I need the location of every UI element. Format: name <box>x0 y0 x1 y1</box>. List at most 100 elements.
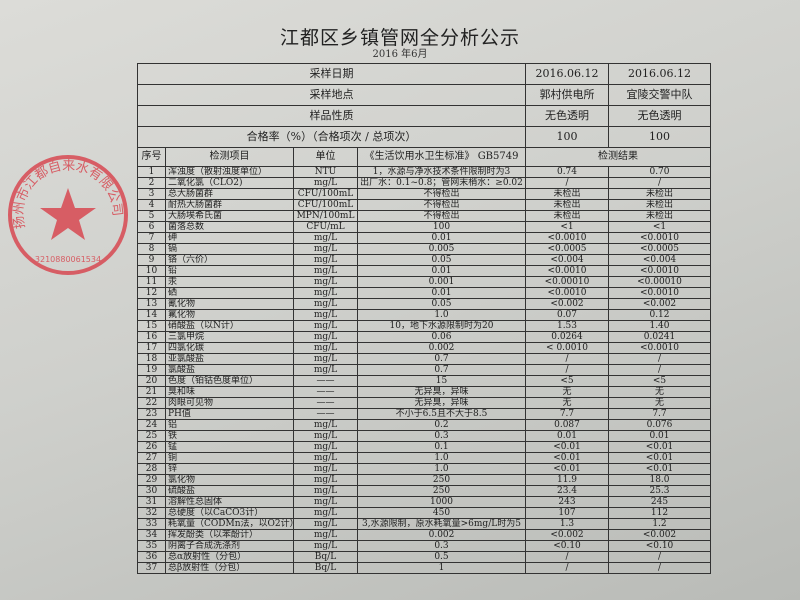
cell-unit: —— <box>293 408 358 420</box>
cell-standard: 0.1 <box>357 441 526 453</box>
cell-result-site-2: <0.0005 <box>608 243 711 255</box>
cell-item: 砷 <box>165 232 294 244</box>
table-row: 20 色度（铂钴色度单位） —— 15 <5 <5 <box>137 375 711 387</box>
cell-result-site-2: <0.01 <box>608 452 711 464</box>
table-row: 8 镉 mg/L 0.005 <0.0005 <0.0005 <box>137 243 711 255</box>
header-standard: 《生活饮用水卫生标准》 GB5749 <box>357 147 526 167</box>
meta-label: 采样日期 <box>137 63 526 85</box>
cell-unit: —— <box>293 375 358 387</box>
cell-seq: 6 <box>137 221 166 233</box>
cell-result-site-1: 1.3 <box>525 518 609 530</box>
cell-result-site-1: 未检出 <box>525 210 609 222</box>
cell-seq: 28 <box>137 463 166 475</box>
cell-unit: NTU <box>293 166 358 178</box>
cell-standard: 0.005 <box>357 243 526 255</box>
cell-unit: mg/L <box>293 529 358 541</box>
cell-item: 铁 <box>165 430 294 442</box>
cell-seq: 9 <box>137 254 166 266</box>
cell-unit: mg/L <box>293 474 358 486</box>
cell-result-site-1: 未检出 <box>525 188 609 200</box>
cell-result-site-1: 无 <box>525 386 609 398</box>
table-row: 15 硝酸盐（以N计） mg/L 10，地下水源限制时为20 1.53 1.40 <box>137 320 711 332</box>
table-row: 10 铅 mg/L 0.01 <0.0010 <0.0010 <box>137 265 711 277</box>
cell-standard: 不得检出 <box>357 199 526 211</box>
cell-result-site-2: / <box>608 551 711 563</box>
meta-value-site-1: 郭村供电所 <box>525 84 609 106</box>
cell-standard: 0.01 <box>357 232 526 244</box>
header-item: 检测项目 <box>165 147 294 167</box>
cell-unit: mg/L <box>293 331 358 343</box>
cell-result-site-2: <0.0010 <box>608 287 711 299</box>
cell-result-site-2: 未检出 <box>608 199 711 211</box>
cell-result-site-2: <0.01 <box>608 441 711 453</box>
cell-result-site-1: < 0.0010 <box>525 342 609 354</box>
cell-seq: 20 <box>137 375 166 387</box>
meta-row: 采样日期 2016.06.12 2016.06.12 <box>137 63 711 85</box>
cell-item: 亚氯酸盐 <box>165 353 294 365</box>
meta-value-site-1: 无色透明 <box>525 105 609 127</box>
table-row: 1 浑浊度（散射浊度单位） NTU 1，水源与净水技术条件限制时为3 0.74 0.70 <box>137 166 711 178</box>
cell-result-site-1: <0.10 <box>525 540 609 552</box>
table-row: 26 锰 mg/L 0.1 <0.01 <0.01 <box>137 441 711 453</box>
cell-unit: mg/L <box>293 276 358 288</box>
meta-value-site-2: 2016.06.12 <box>608 63 711 85</box>
meta-value-site-2: 无色透明 <box>608 105 711 127</box>
table-row: 23 PH值 —— 不小于6.5且不大于8.5 7.7 7.7 <box>137 408 711 420</box>
table-row: 31 溶解性总固体 mg/L 1000 243 245 <box>137 496 711 508</box>
meta-value-site-1: 2016.06.12 <box>525 63 609 85</box>
table-row: 27 铜 mg/L 1.0 <0.01 <0.01 <box>137 452 711 464</box>
cell-seq: 37 <box>137 562 166 574</box>
cell-standard: 0.01 <box>357 287 526 299</box>
cell-result-site-2: <0.002 <box>608 529 711 541</box>
table-row: 7 砷 mg/L 0.01 <0.0010 <0.0010 <box>137 232 711 244</box>
meta-label: 样品性质 <box>137 105 526 127</box>
cell-seq: 2 <box>137 177 166 189</box>
cell-result-site-2: 无 <box>608 386 711 398</box>
table-row: 33 耗氧量（CODMn法，以O2计） mg/L 3,水源限制，原水耗氧量>6mg/L… <box>137 518 711 530</box>
cell-item: 总硬度（以CaCO3计） <box>165 507 294 519</box>
document-title: 江都区乡镇管网全分析公示 <box>279 27 520 49</box>
header-unit: 单位 <box>293 147 358 167</box>
cell-result-site-2: 7.7 <box>608 408 711 420</box>
cell-standard: 1.0 <box>357 463 526 475</box>
table-row: 3 总大肠菌群 CFU/100mL 不得检出 未检出 未检出 <box>137 188 711 200</box>
cell-unit: mg/L <box>293 265 358 277</box>
meta-row: 采样地点 郭村供电所 宜陵交警中队 <box>137 84 711 106</box>
cell-unit: mg/L <box>293 320 358 332</box>
cell-unit: mg/L <box>293 298 358 310</box>
cell-standard: 250 <box>357 485 526 497</box>
cell-item: 三氯甲烷 <box>165 331 294 343</box>
header-result: 检测结果 <box>525 147 711 167</box>
cell-standard: 0.002 <box>357 342 526 354</box>
cell-result-site-1: / <box>525 177 609 189</box>
cell-standard: 0.05 <box>357 254 526 266</box>
cell-seq: 34 <box>137 529 166 541</box>
cell-result-site-1: <1 <box>525 221 609 233</box>
cell-unit: mg/L <box>293 463 358 475</box>
cell-result-site-1: <0.002 <box>525 298 609 310</box>
table-row: 12 硒 mg/L 0.01 <0.0010 <0.0010 <box>137 287 711 299</box>
cell-seq: 36 <box>137 551 166 563</box>
cell-result-site-1: <0.01 <box>525 441 609 453</box>
cell-result-site-2: 未检出 <box>608 210 711 222</box>
cell-result-site-2: 未检出 <box>608 188 711 200</box>
cell-unit: —— <box>293 397 358 409</box>
cell-unit: mg/L <box>293 485 358 497</box>
cell-seq: 27 <box>137 452 166 464</box>
cell-seq: 11 <box>137 276 166 288</box>
cell-standard: 0.7 <box>357 353 526 365</box>
cell-result-site-1: <0.01 <box>525 463 609 475</box>
cell-seq: 14 <box>137 309 166 321</box>
cell-seq: 23 <box>137 408 166 420</box>
cell-item: 镉 <box>165 243 294 255</box>
cell-seq: 16 <box>137 331 166 343</box>
cell-result-site-1: <0.0010 <box>525 265 609 277</box>
cell-standard: 0.002 <box>357 529 526 541</box>
table-row: 22 肉眼可见物 —— 无异臭，异味无无 <box>137 397 711 409</box>
cell-result-site-2: 18.0 <box>608 474 711 486</box>
cell-seq: 8 <box>137 243 166 255</box>
table-row: 32 总硬度（以CaCO3计） mg/L 450 107 112 <box>137 507 711 519</box>
cell-unit: CFU/100mL <box>293 199 358 211</box>
cell-seq: 32 <box>137 507 166 519</box>
cell-seq: 4 <box>137 199 166 211</box>
